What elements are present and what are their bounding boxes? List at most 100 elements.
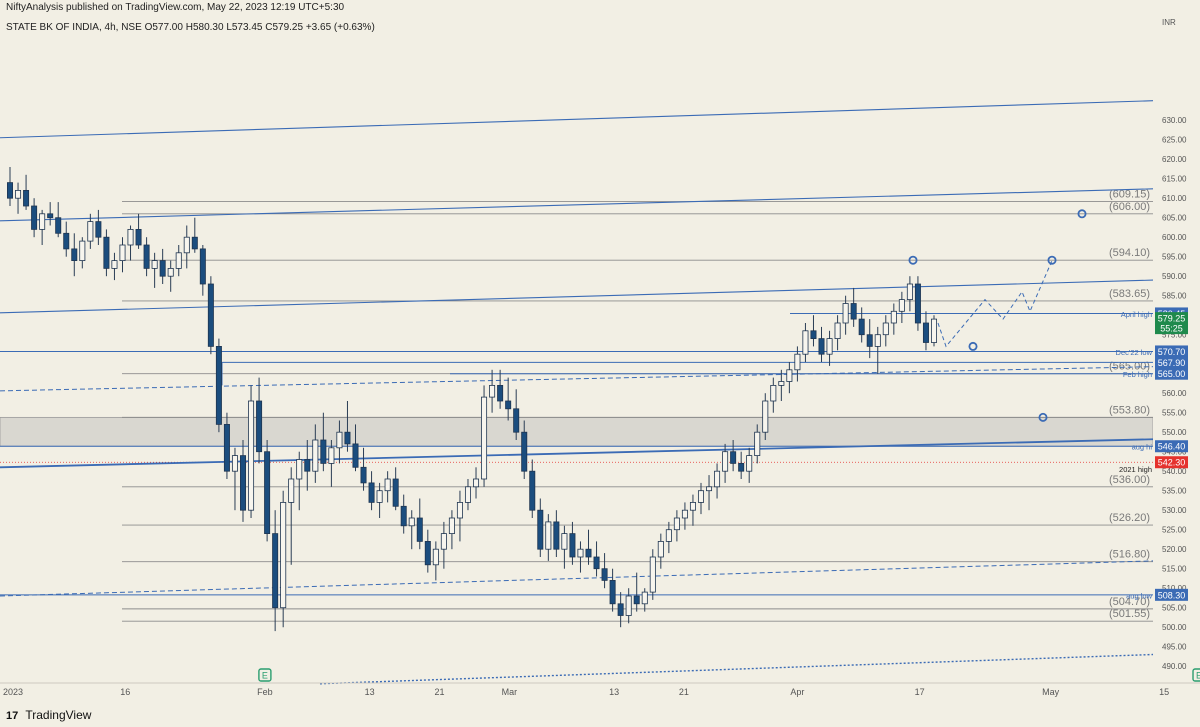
earnings-marker-icon[interactable]: E bbox=[258, 668, 272, 682]
candle[interactable] bbox=[119, 237, 126, 273]
candle[interactable] bbox=[922, 311, 929, 351]
candle[interactable] bbox=[231, 447, 238, 511]
candle[interactable] bbox=[95, 209, 102, 245]
candle[interactable] bbox=[754, 424, 761, 464]
candle[interactable] bbox=[818, 326, 825, 362]
candle[interactable] bbox=[183, 225, 190, 269]
candle[interactable] bbox=[408, 510, 415, 550]
candle[interactable] bbox=[633, 572, 640, 612]
candle[interactable] bbox=[609, 568, 616, 612]
candle[interactable] bbox=[585, 529, 592, 565]
candle[interactable] bbox=[87, 213, 94, 249]
candle[interactable] bbox=[464, 479, 471, 511]
candle[interactable] bbox=[481, 385, 488, 487]
candle[interactable] bbox=[593, 541, 600, 577]
candle[interactable] bbox=[440, 521, 447, 569]
candle[interactable] bbox=[320, 412, 327, 472]
candle[interactable] bbox=[914, 276, 921, 331]
candle[interactable] bbox=[248, 385, 255, 518]
candle[interactable] bbox=[272, 510, 279, 632]
candle[interactable] bbox=[352, 424, 359, 472]
candle[interactable] bbox=[714, 463, 721, 499]
candle[interactable] bbox=[762, 393, 769, 440]
candle[interactable] bbox=[55, 202, 62, 238]
candle[interactable] bbox=[368, 471, 375, 511]
candle[interactable] bbox=[424, 529, 431, 573]
candle[interactable] bbox=[730, 440, 737, 472]
candle[interactable] bbox=[215, 338, 222, 433]
candle[interactable] bbox=[336, 420, 343, 464]
symbol-name[interactable]: STATE BK OF INDIA, 4h, NSE bbox=[6, 22, 142, 33]
candle[interactable] bbox=[79, 237, 86, 269]
candle[interactable] bbox=[738, 451, 745, 479]
candle[interactable] bbox=[264, 440, 271, 542]
candle[interactable] bbox=[673, 510, 680, 542]
candle[interactable] bbox=[199, 245, 206, 296]
candle[interactable] bbox=[304, 440, 311, 491]
candle[interactable] bbox=[545, 514, 552, 561]
candle[interactable] bbox=[810, 315, 817, 347]
candle[interactable] bbox=[802, 323, 809, 362]
candle[interactable] bbox=[906, 276, 913, 312]
candle[interactable] bbox=[850, 287, 857, 327]
candle[interactable] bbox=[47, 202, 54, 226]
candle[interactable] bbox=[601, 553, 608, 589]
candle[interactable] bbox=[167, 260, 174, 292]
candle[interactable] bbox=[31, 198, 38, 238]
candle[interactable] bbox=[697, 482, 704, 515]
candle[interactable] bbox=[770, 377, 777, 413]
candle[interactable] bbox=[432, 541, 439, 581]
candle[interactable] bbox=[344, 401, 351, 452]
tradingview-footer[interactable]: 17 TradingView bbox=[6, 708, 91, 722]
candle[interactable] bbox=[513, 389, 520, 440]
candle[interactable] bbox=[866, 319, 873, 359]
candle[interactable] bbox=[7, 167, 13, 206]
candle[interactable] bbox=[328, 440, 335, 487]
candle[interactable] bbox=[842, 295, 849, 335]
candle[interactable] bbox=[256, 377, 263, 464]
candle[interactable] bbox=[641, 588, 648, 612]
candle[interactable] bbox=[15, 182, 22, 214]
candle[interactable] bbox=[706, 475, 713, 511]
candle[interactable] bbox=[521, 420, 528, 480]
candle[interactable] bbox=[834, 315, 841, 351]
candle[interactable] bbox=[778, 369, 785, 401]
candle[interactable] bbox=[392, 467, 399, 511]
candle[interactable] bbox=[537, 498, 544, 558]
candle[interactable] bbox=[681, 502, 688, 530]
candle[interactable] bbox=[207, 276, 214, 355]
candle[interactable] bbox=[657, 533, 664, 569]
candle[interactable] bbox=[617, 592, 624, 628]
candle[interactable] bbox=[296, 451, 303, 511]
candle[interactable] bbox=[874, 326, 881, 374]
candle[interactable] bbox=[473, 467, 480, 499]
candle[interactable] bbox=[312, 424, 319, 483]
candle[interactable] bbox=[561, 525, 568, 569]
candle[interactable] bbox=[159, 248, 166, 284]
candle[interactable] bbox=[23, 174, 30, 210]
candle[interactable] bbox=[794, 346, 801, 382]
candle[interactable] bbox=[400, 494, 407, 534]
candle[interactable] bbox=[384, 471, 391, 503]
candle[interactable] bbox=[625, 588, 632, 624]
candle[interactable] bbox=[665, 521, 672, 554]
candle[interactable] bbox=[127, 225, 134, 261]
candle[interactable] bbox=[376, 482, 383, 518]
candle[interactable] bbox=[505, 377, 512, 421]
candle[interactable] bbox=[288, 467, 295, 565]
earnings-marker-icon[interactable]: E bbox=[1192, 668, 1200, 682]
candle[interactable] bbox=[111, 252, 118, 281]
candle[interactable] bbox=[416, 498, 423, 550]
candle[interactable] bbox=[746, 447, 753, 483]
candle[interactable] bbox=[151, 252, 158, 288]
candle[interactable] bbox=[191, 217, 198, 253]
candle[interactable] bbox=[931, 315, 938, 347]
candle[interactable] bbox=[858, 307, 865, 343]
candle[interactable] bbox=[882, 315, 889, 347]
candle[interactable] bbox=[689, 494, 696, 526]
candle[interactable] bbox=[63, 221, 70, 257]
candle[interactable] bbox=[553, 510, 560, 557]
candle[interactable] bbox=[497, 369, 504, 409]
candle[interactable] bbox=[135, 213, 142, 249]
candle[interactable] bbox=[577, 541, 584, 573]
